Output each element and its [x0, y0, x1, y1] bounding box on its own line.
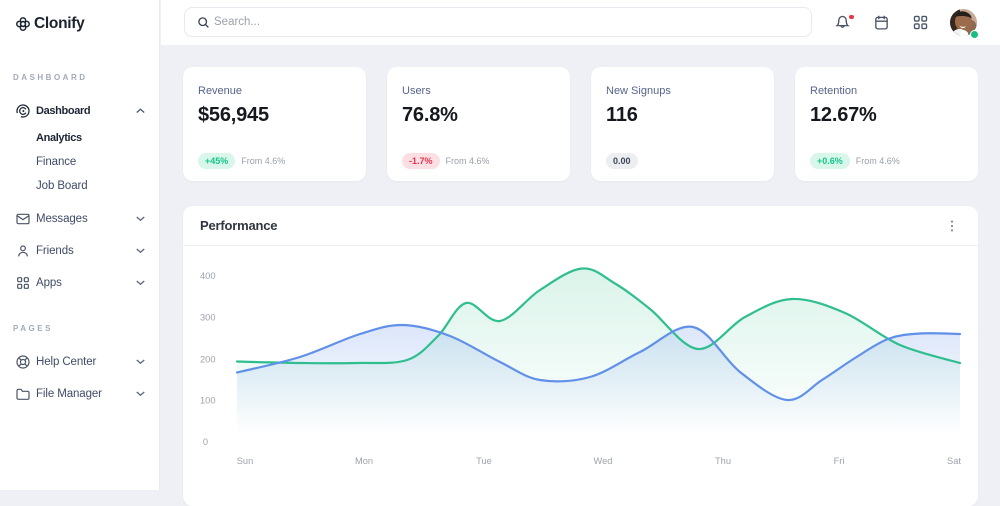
svg-text:Mon: Mon [355, 456, 373, 466]
svg-text:Thu: Thu [715, 456, 731, 466]
svg-text:300: 300 [200, 313, 216, 323]
svg-text:Sat: Sat [947, 456, 961, 466]
svg-text:Wed: Wed [594, 456, 613, 466]
svg-text:0: 0 [203, 437, 208, 447]
svg-text:100: 100 [200, 396, 216, 406]
svg-text:200: 200 [200, 355, 216, 365]
svg-text:Tue: Tue [476, 456, 492, 466]
svg-text:Sun: Sun [237, 456, 254, 466]
svg-text:400: 400 [200, 271, 216, 281]
svg-text:Fri: Fri [834, 456, 845, 466]
